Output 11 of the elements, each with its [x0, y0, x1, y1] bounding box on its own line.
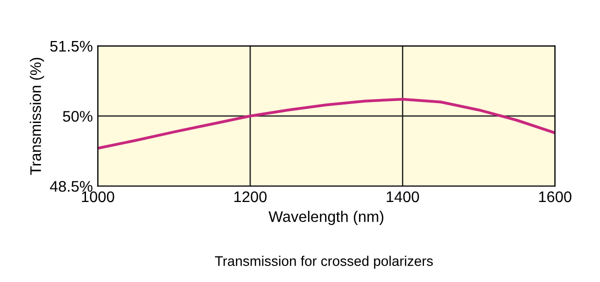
x-tick-label: 1600 [539, 191, 572, 202]
text: Transmission for crossed polarizers [214, 256, 433, 269]
y-axis-title: Transmission (%) [30, 58, 44, 175]
x-axis-title: Wavelength (nm) [268, 210, 384, 226]
line-series [98, 98, 555, 150]
y-tick-label: 51.5% [50, 40, 92, 52]
y-tick-label: 48.5% [50, 180, 92, 192]
x-tick-label: 1200 [234, 191, 267, 202]
x-tick-label: 1400 [386, 191, 419, 202]
x-tick-label: 1000 [82, 191, 114, 202]
y-tick-label: 50% [62, 110, 92, 122]
